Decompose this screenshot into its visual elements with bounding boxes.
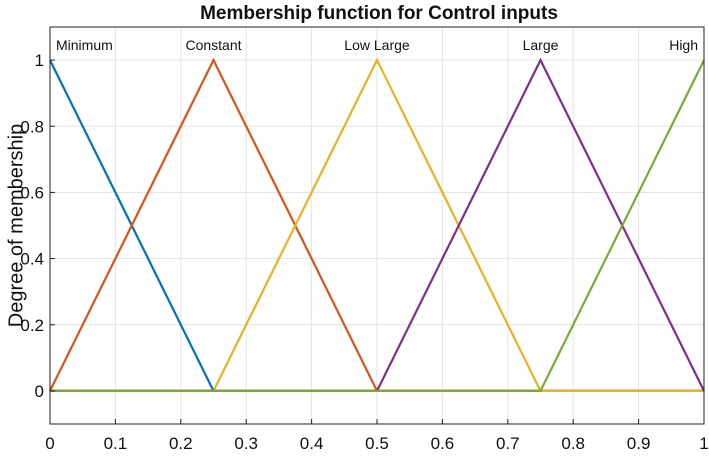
grid <box>49 27 705 424</box>
x-tick-label: 0.8 <box>561 434 585 453</box>
y-tick-label: 0.6 <box>20 183 44 202</box>
series-line-high <box>50 59 705 392</box>
membership-label-minimum: Minimum <box>56 37 113 53</box>
x-tick-label: 1 <box>699 434 708 453</box>
y-tick-label: 1 <box>35 51 44 70</box>
x-tick-label: 0 <box>45 434 54 453</box>
membership-label-high: High <box>669 37 698 53</box>
axis-ticks: 0 0.1 0.2 0.3 0.4 0.5 0.6 0.7 0.8 0.9 1 0 0.2 0.4 0.6 0… <box>20 51 708 453</box>
x-tick-label: 0.1 <box>104 434 128 453</box>
y-axis-label: Degree of membership <box>5 124 27 327</box>
x-tick-label: 0.4 <box>300 434 324 453</box>
series-lines <box>49 57 705 392</box>
x-tick-label: 0.6 <box>431 434 455 453</box>
membership-label-low-large: Low Large <box>344 37 410 53</box>
membership-label-large: Large <box>523 37 559 53</box>
x-tick-label: 0.3 <box>234 434 258 453</box>
membership-label-constant: Constant <box>185 37 241 53</box>
x-tick-label: 0.9 <box>627 434 651 453</box>
x-tick-label: 0.7 <box>496 434 520 453</box>
y-tick-label: 0 <box>35 382 44 401</box>
y-tick-label: 0.2 <box>20 316 44 335</box>
membership-labels: Minimum Constant Low Large Large High <box>56 37 698 53</box>
y-tick-label: 0.8 <box>20 117 44 136</box>
chart-title: Membership function for Control inputs <box>200 3 558 24</box>
x-tick-label: 0.2 <box>169 434 193 453</box>
y-tick-label: 0.4 <box>20 250 44 269</box>
x-tick-label: 0.5 <box>365 434 389 453</box>
